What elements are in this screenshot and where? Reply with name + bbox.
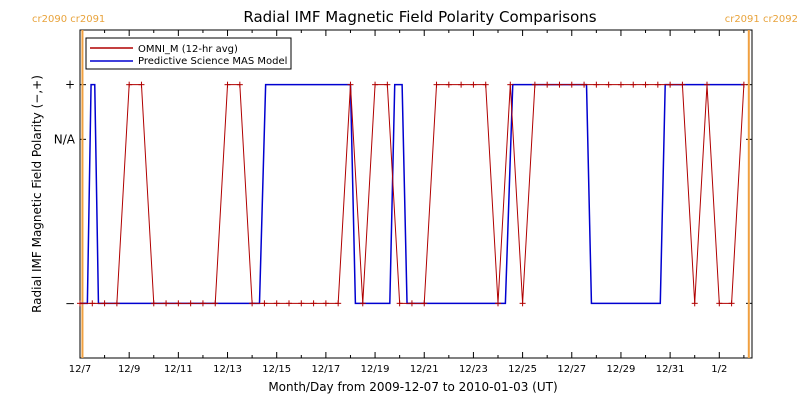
- omni-point: [126, 81, 133, 88]
- x-tick-label: 12/7: [69, 364, 91, 375]
- y-tick-label: +: [65, 78, 75, 92]
- omni-point: [704, 81, 711, 88]
- omni-point: [408, 300, 415, 307]
- omni-point: [691, 300, 698, 307]
- omni-point: [482, 81, 489, 88]
- omni-point: [728, 300, 735, 307]
- mas-series: [80, 83, 744, 305]
- omni-point: [384, 81, 391, 88]
- omni-point: [236, 81, 243, 88]
- omni-point: [617, 81, 624, 88]
- omni-point: [175, 300, 182, 307]
- omni-line: [80, 84, 745, 304]
- omni-point: [372, 81, 379, 88]
- omni-point: [113, 300, 120, 307]
- omni-point: [347, 81, 354, 88]
- x-tick-label: 12/29: [607, 364, 636, 375]
- x-tick-label: 12/21: [410, 364, 439, 375]
- legend-box: [85, 37, 292, 70]
- omni-point: [421, 300, 428, 307]
- omni-point: [605, 81, 612, 88]
- omni-point: [163, 300, 170, 307]
- x-tick-label: 12/15: [262, 364, 291, 375]
- omni-point: [433, 81, 440, 88]
- omni-point: [667, 81, 674, 88]
- omni-point: [273, 300, 280, 307]
- omni-point: [187, 300, 194, 307]
- omni-point: [77, 300, 83, 307]
- omni-point: [507, 81, 514, 88]
- omni-point: [249, 300, 256, 307]
- x-tick-label: 12/9: [118, 364, 140, 375]
- legend-omni-label: OMNI_M (12-hr avg): [138, 44, 238, 55]
- omni-point: [89, 300, 96, 307]
- omni-point: [359, 300, 366, 307]
- omni-point: [322, 300, 329, 307]
- omni-point: [531, 81, 538, 88]
- omni-point: [679, 81, 686, 88]
- omni-point: [630, 81, 637, 88]
- carrington-label-left: cr2090 cr2091: [32, 14, 105, 25]
- omni-point: [261, 300, 268, 307]
- y-axis-label: Radial IMF Magnetic Field Polarity (−,+): [30, 75, 44, 313]
- x-tick-label: 12/31: [656, 364, 685, 375]
- omni-point: [298, 300, 305, 307]
- omni-point: [593, 81, 600, 88]
- omni-point: [544, 81, 551, 88]
- legend: OMNI_M (12-hr avg) Predictive Science MA…: [85, 37, 292, 70]
- omni-point: [556, 81, 563, 88]
- plot-frame: [79, 29, 753, 359]
- omni-point: [150, 300, 157, 307]
- omni-point: [396, 300, 403, 307]
- omni-point: [335, 300, 342, 307]
- carrington-lines: [81, 30, 750, 358]
- omni-point: [642, 81, 649, 88]
- omni-point: [495, 300, 502, 307]
- x-tick-label: 12/25: [508, 364, 537, 375]
- x-tick-label: 12/17: [311, 364, 340, 375]
- omni-point: [212, 300, 219, 307]
- omni-point: [224, 81, 231, 88]
- carrington-label-right: cr2091 cr2092: [725, 14, 798, 25]
- y-tick-label: N/A: [54, 132, 76, 146]
- x-tick-label: 12/13: [213, 364, 242, 375]
- omni-point: [445, 81, 452, 88]
- x-ticks: 12/7 12/9 12/11 12/13 12/15 12/17 12/19 12/21 12…: [69, 30, 745, 375]
- x-tick-label: 12/23: [459, 364, 488, 375]
- x-tick-label: 1/2: [711, 364, 727, 375]
- mas-line: [80, 83, 744, 305]
- y-tick-label: −: [65, 296, 75, 310]
- chart-title: Radial IMF Magnetic Field Polarity Compa…: [243, 8, 596, 26]
- omni-point: [199, 300, 206, 307]
- omni-point: [470, 81, 477, 88]
- x-axis-label: Month/Day from 2009-12-07 to 2010-01-03 …: [268, 380, 557, 394]
- omni-point: [740, 81, 747, 88]
- omni-point: [716, 300, 723, 307]
- omni-point: [138, 81, 145, 88]
- x-tick-label: 12/11: [164, 364, 193, 375]
- omni-point: [581, 81, 588, 88]
- omni-point: [568, 81, 575, 88]
- omni-point: [458, 81, 465, 88]
- omni-point: [519, 300, 526, 307]
- omni-point: [654, 81, 661, 88]
- omni-series: [77, 81, 747, 307]
- omni-point: [101, 300, 108, 307]
- omni-point: [310, 300, 317, 307]
- x-tick-label: 12/27: [557, 364, 586, 375]
- omni-point: [286, 300, 293, 307]
- y-ticks: + N/A −: [54, 78, 752, 310]
- legend-mas-label: Predictive Science MAS Model: [138, 56, 287, 67]
- x-tick-label: 12/19: [361, 364, 390, 375]
